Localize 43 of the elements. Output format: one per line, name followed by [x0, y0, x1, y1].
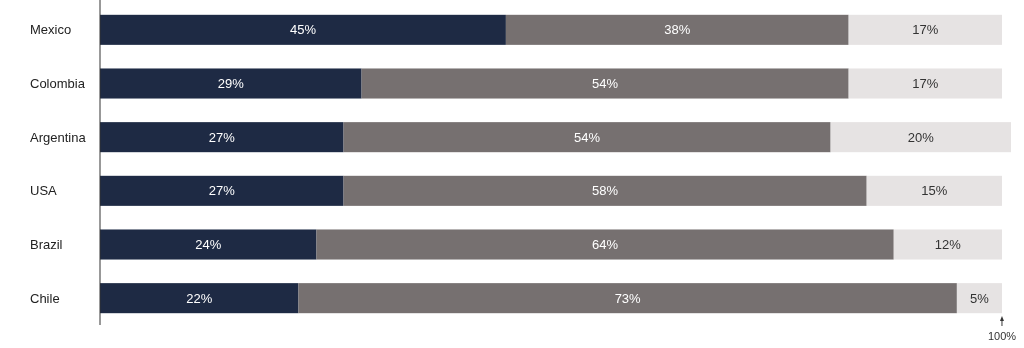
- data-label: 58%: [592, 183, 619, 199]
- bar: [100, 175, 344, 206]
- data-label: 17%: [912, 22, 939, 38]
- data-label: 54%: [592, 76, 619, 92]
- bar: [866, 175, 1002, 206]
- bar: [956, 283, 1002, 314]
- y-tick-label: Chile: [30, 290, 60, 306]
- data-label: 22%: [186, 290, 213, 306]
- bar: [505, 14, 849, 45]
- bar: [893, 229, 1002, 260]
- data-label: 38%: [664, 22, 691, 38]
- bar: [100, 14, 506, 45]
- bar: [343, 122, 831, 153]
- data-label: 27%: [208, 183, 236, 199]
- bar: [298, 283, 957, 314]
- data-label: 45%: [289, 22, 317, 38]
- y-tick-label: Mexico: [30, 22, 72, 38]
- bar: [100, 229, 317, 260]
- data-label: 5%: [970, 290, 990, 306]
- bar: [316, 229, 894, 260]
- bar: [848, 14, 1002, 45]
- y-tick-label: USA: [30, 183, 58, 199]
- data-label: 73%: [614, 290, 642, 306]
- y-tick-label: Argentina: [30, 129, 87, 145]
- data-label: 24%: [195, 237, 222, 253]
- x-tick-label: 100%: [987, 330, 1017, 342]
- y-tick-label: Brazil: [30, 237, 63, 253]
- data-label: 27%: [208, 129, 236, 145]
- bar: [100, 68, 362, 99]
- data-label: 15%: [921, 183, 948, 199]
- bar: [848, 68, 1002, 99]
- data-label: 29%: [217, 76, 245, 92]
- bar: [830, 122, 1011, 153]
- bar: [361, 68, 849, 99]
- data-label: 12%: [934, 237, 962, 253]
- data-label: 20%: [907, 129, 935, 145]
- bar: [100, 122, 344, 153]
- bar: [343, 175, 867, 206]
- bar: [100, 283, 299, 314]
- data-label: 54%: [574, 129, 601, 145]
- y-tick-label: Colombia: [30, 76, 86, 92]
- data-label: 64%: [592, 237, 619, 253]
- data-label: 17%: [912, 76, 939, 92]
